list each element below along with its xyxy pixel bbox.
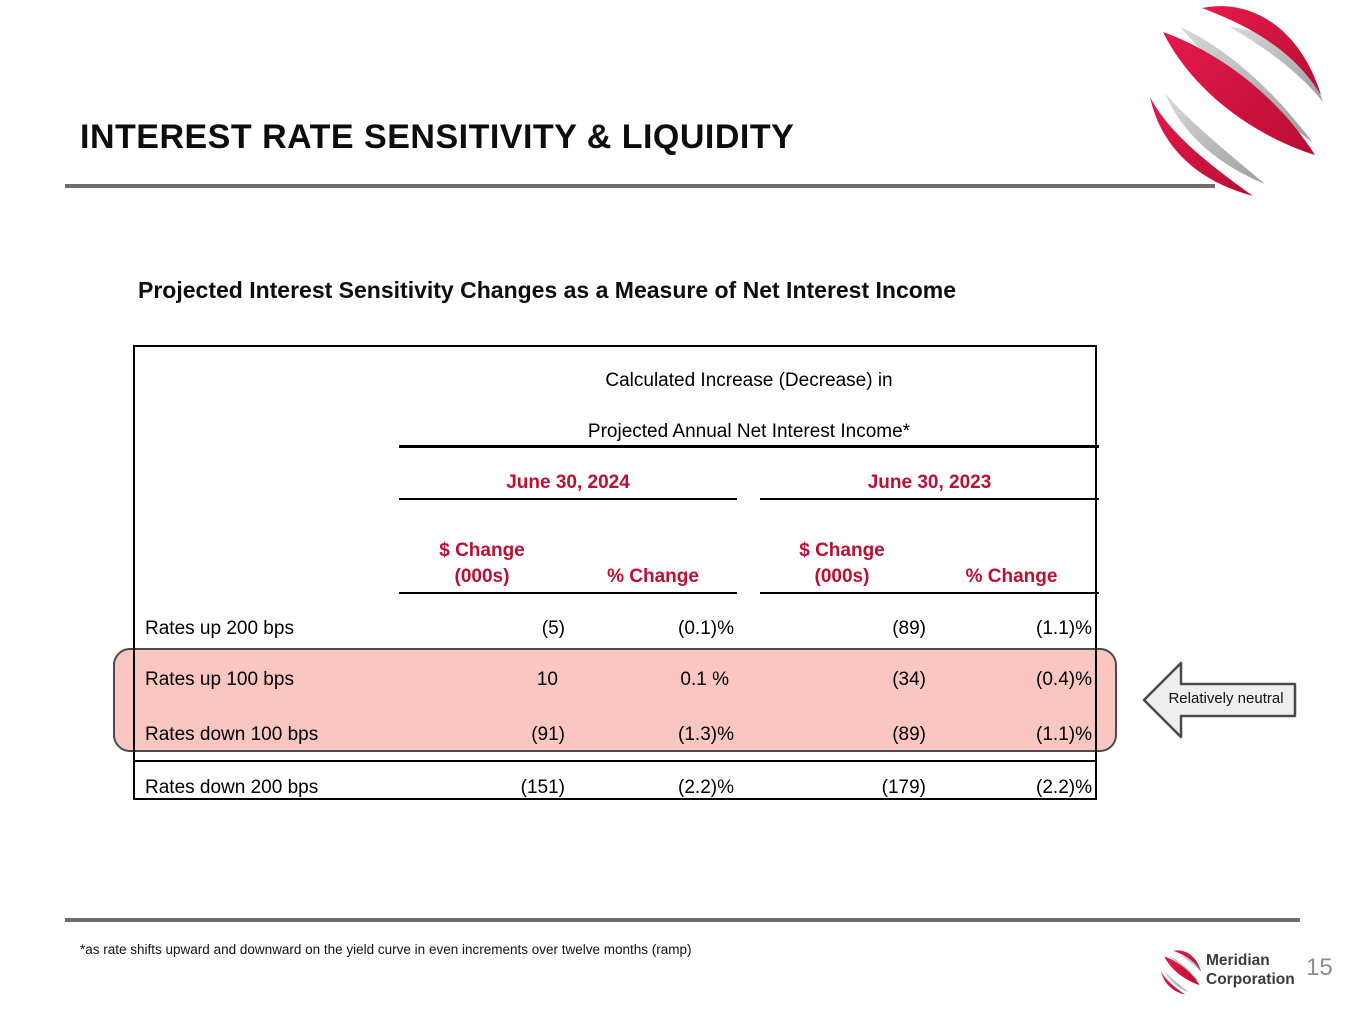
footnote: *as rate shifts upward and downward on t… [80, 942, 692, 957]
left-arrow-icon [1142, 661, 1297, 739]
brand-name: Meridian Corporation [1206, 951, 1295, 989]
table-value: 10 [536, 669, 558, 690]
row-label: Rates down 200 bps [145, 777, 319, 798]
table-value: (1.3)% [678, 724, 734, 745]
footer-divider [65, 918, 1300, 922]
table-rule-period-2024 [399, 498, 737, 500]
table-value: (2.2)% [1036, 777, 1092, 798]
row-label: Rates up 100 bps [145, 669, 294, 690]
table-rule-top [399, 445, 1099, 448]
table-value: 0.1 % [680, 669, 729, 690]
table-value: (151) [520, 777, 565, 798]
table-value: (5) [541, 618, 565, 639]
period-2024-header: June 30, 2024 [506, 472, 630, 493]
table-rule-cols-2023 [760, 592, 1099, 594]
col-header-dollar-2024-line2: (000s) [454, 566, 510, 587]
row-label: Rates down 100 bps [145, 724, 319, 745]
table-value: (179) [881, 777, 926, 798]
table-header-line2: Projected Annual Net Interest Income* [587, 421, 911, 442]
section-heading: Projected Interest Sensitivity Changes a… [138, 277, 957, 303]
table-value: (0.4)% [1036, 669, 1092, 690]
highlight-band [113, 648, 1117, 752]
meridian-logo-icon [1145, 5, 1325, 197]
page-title: INTEREST RATE SENSITIVITY & LIQUIDITY [80, 118, 795, 156]
col-header-percent-2024: % Change [607, 566, 699, 587]
sensitivity-table: Calculated Increase (Decrease) in Projec… [133, 345, 1099, 800]
meridian-logo-small-icon [1160, 950, 1202, 995]
callout-label: Relatively neutral [1168, 690, 1284, 707]
brand-name-line2: Corporation [1206, 971, 1295, 988]
col-header-percent-2023: % Change [965, 566, 1058, 587]
table-value: (34) [892, 669, 926, 690]
title-divider [65, 184, 1215, 188]
row-label: Rates up 200 bps [145, 618, 294, 639]
col-header-dollar-2023-line2: (000s) [814, 566, 870, 587]
table-rule-bottom-row [135, 760, 1095, 762]
table-value: (2.2)% [678, 777, 734, 798]
table-value: (91) [531, 724, 565, 745]
brand-name-line1: Meridian [1206, 952, 1270, 969]
table-rule-cols-2024 [399, 592, 737, 594]
table-rule-period-2023 [760, 498, 1099, 500]
page-number: 15 [1306, 954, 1333, 981]
table-header-line1: Calculated Increase (Decrease) in [605, 370, 893, 391]
period-2023-header: June 30, 2023 [867, 472, 992, 493]
table-value: (89) [892, 724, 926, 745]
col-header-dollar-2024-line1: $ Change [439, 540, 525, 561]
col-header-dollar-2023-line1: $ Change [799, 540, 885, 561]
table-value: (1.1)% [1036, 618, 1092, 639]
table-value: (89) [892, 618, 926, 639]
table-value: (1.1)% [1036, 724, 1092, 745]
table-value: (0.1)% [678, 618, 734, 639]
